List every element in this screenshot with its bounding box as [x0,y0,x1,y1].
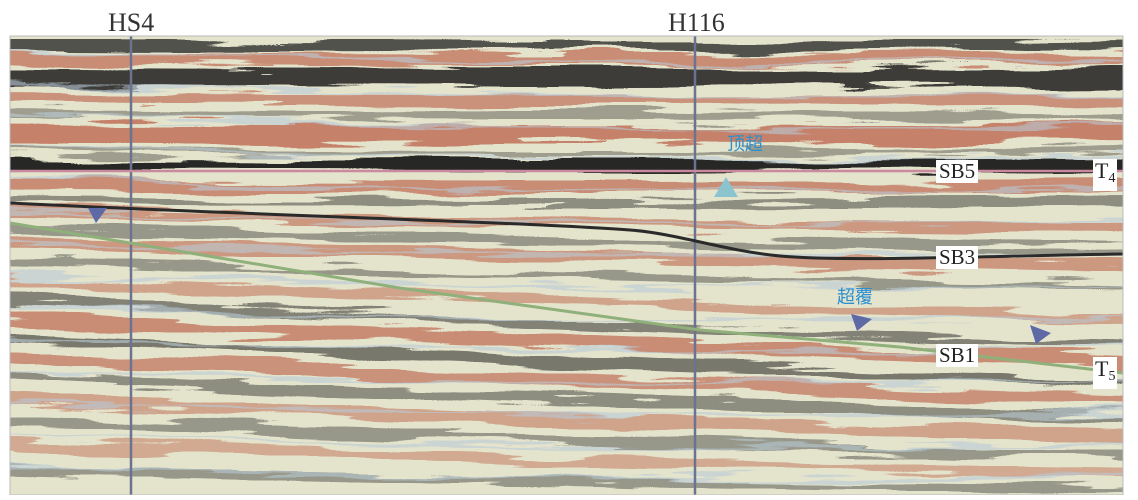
reflection-band [10,296,1123,349]
reflection-band [10,312,1123,368]
reflection-band [10,110,1123,120]
reflection-band [10,372,1123,422]
annotation-toplap: 顶超 [727,134,763,155]
downlap-marker [1030,325,1051,344]
reflection-band [10,197,1123,207]
reflection-streak [10,272,1123,289]
reflection-streak [10,176,1123,193]
downlap-marker [88,208,107,223]
reflection-streak [10,144,1123,161]
reflection-bands [10,39,1123,494]
reflection-streak [10,368,1123,385]
reflection-band [10,438,1123,480]
toplap-marker [714,177,738,197]
well-label-hs4: HS4 [108,8,155,37]
reflection-band [10,416,1123,460]
horizon-line-sb3 [10,201,1123,261]
reflection-band [10,350,1123,406]
reflection-streak [10,208,1123,225]
reflection-band [10,39,1123,51]
reflection-streak [10,112,1123,129]
reflection-streak [10,80,1123,97]
reflection-band [10,275,1123,323]
horizon-label-sb3: SB3 [936,246,979,269]
annotation-downlap: 超覆 [837,287,873,308]
reflector-label-t5: T5 [1093,357,1118,389]
reflection-streak [10,432,1123,449]
reflection-band [10,67,1123,87]
reflection-streak [10,304,1123,321]
horizon-label-sb1: SB1 [936,344,979,367]
reflection-streak [10,48,1123,65]
horizon-label-sb5: SB5 [936,160,979,183]
well-label-h116: H116 [668,8,725,37]
reflection-band [10,158,1123,172]
reflection-band [10,224,1123,254]
reflection-band [10,258,1123,290]
reflection-streak [10,400,1123,417]
reflection-streak [10,464,1123,481]
reflector-label-t4: T4 [1093,159,1118,191]
reflection-band [10,392,1123,444]
downlap-marker [851,314,872,331]
